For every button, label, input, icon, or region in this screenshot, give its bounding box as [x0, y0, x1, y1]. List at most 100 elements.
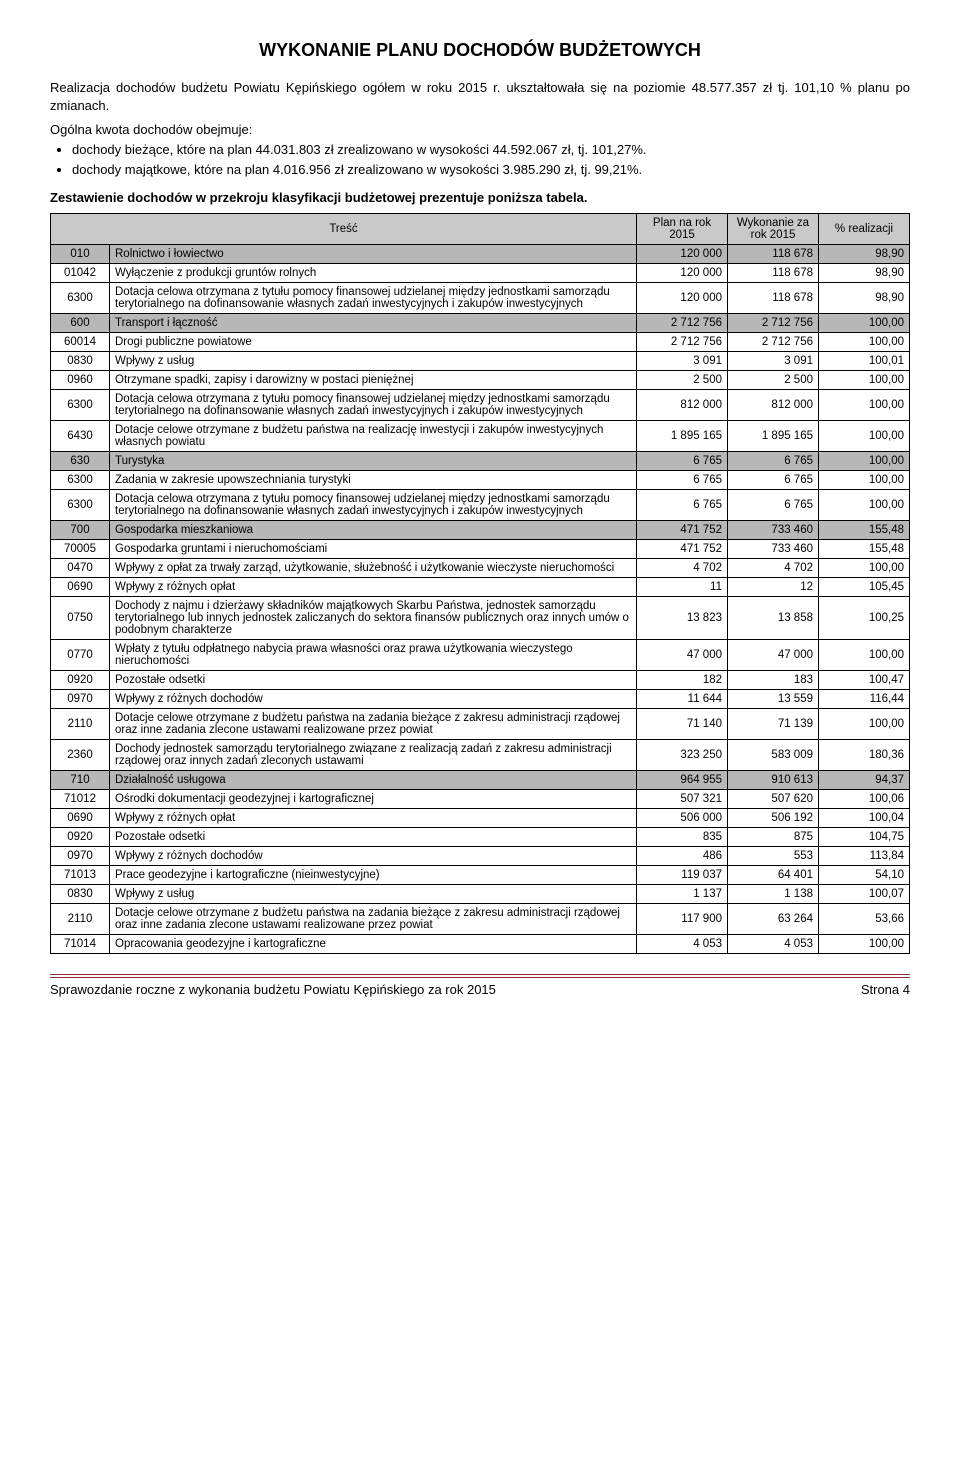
cell-code: 71012 [51, 790, 110, 809]
cell-pct: 105,45 [819, 578, 910, 597]
cell-desc: Zadania w zakresie upowszechniania turys… [110, 471, 637, 490]
cell-pct: 100,07 [819, 885, 910, 904]
cell-desc: Ośrodki dokumentacji geodezyjnej i karto… [110, 790, 637, 809]
table-row: 0830Wpływy z usług3 0913 091100,01 [51, 352, 910, 371]
cell-plan: 11 644 [637, 690, 728, 709]
cell-code: 2110 [51, 904, 110, 935]
cell-pct: 100,00 [819, 709, 910, 740]
cell-code: 630 [51, 452, 110, 471]
table-row: 0970Wpływy z różnych dochodów486553113,8… [51, 847, 910, 866]
cell-pct: 100,06 [819, 790, 910, 809]
cell-desc: Dotacje celowe otrzymane z budżetu państ… [110, 904, 637, 935]
cell-pct: 104,75 [819, 828, 910, 847]
cell-desc: Drogi publiczne powiatowe [110, 333, 637, 352]
cell-plan: 11 [637, 578, 728, 597]
cell-pct: 94,37 [819, 771, 910, 790]
cell-code: 0830 [51, 352, 110, 371]
cell-wyk: 47 000 [728, 640, 819, 671]
cell-desc: Rolnictwo i łowiectwo [110, 245, 637, 264]
budget-table: Treść Plan na rok 2015 Wykonanie za rok … [50, 213, 910, 954]
cell-pct: 100,00 [819, 390, 910, 421]
cell-code: 0690 [51, 578, 110, 597]
cell-pct: 100,00 [819, 421, 910, 452]
cell-plan: 119 037 [637, 866, 728, 885]
table-row: 710Działalność usługowa964 955910 61394,… [51, 771, 910, 790]
table-row: 0830Wpływy z usług1 1371 138100,07 [51, 885, 910, 904]
cell-code: 0470 [51, 559, 110, 578]
cell-pct: 155,48 [819, 521, 910, 540]
table-row: 0960Otrzymane spadki, zapisy i darowizny… [51, 371, 910, 390]
cell-desc: Wpływy z różnych opłat [110, 578, 637, 597]
cell-plan: 117 900 [637, 904, 728, 935]
cell-plan: 1 895 165 [637, 421, 728, 452]
cell-plan: 323 250 [637, 740, 728, 771]
cell-wyk: 183 [728, 671, 819, 690]
cell-wyk: 2 712 756 [728, 314, 819, 333]
table-row: 01042Wyłączenie z produkcji gruntów roln… [51, 264, 910, 283]
table-row: 0470Wpływy z opłat za trwały zarząd, uży… [51, 559, 910, 578]
cell-plan: 120 000 [637, 283, 728, 314]
cell-desc: Dotacje celowe otrzymane z budżetu państ… [110, 709, 637, 740]
table-row: 2110Dotacje celowe otrzymane z budżetu p… [51, 709, 910, 740]
cell-desc: Wpłaty z tytułu odpłatnego nabycia prawa… [110, 640, 637, 671]
table-row: 2360Dochody jednostek samorządu terytori… [51, 740, 910, 771]
cell-desc: Pozostałe odsetki [110, 671, 637, 690]
cell-pct: 98,90 [819, 245, 910, 264]
cell-plan: 471 752 [637, 540, 728, 559]
cell-pct: 100,00 [819, 371, 910, 390]
cell-plan: 71 140 [637, 709, 728, 740]
table-row: 0690Wpływy z różnych opłat506 000506 192… [51, 809, 910, 828]
cell-plan: 471 752 [637, 521, 728, 540]
cell-code: 0750 [51, 597, 110, 640]
cell-code: 0920 [51, 828, 110, 847]
cell-pct: 100,00 [819, 490, 910, 521]
cell-wyk: 6 765 [728, 471, 819, 490]
cell-code: 0830 [51, 885, 110, 904]
table-row: 60014Drogi publiczne powiatowe2 712 7562… [51, 333, 910, 352]
bullet-item: dochody majątkowe, które na plan 4.016.9… [72, 161, 910, 179]
table-row: 0920Pozostałe odsetki182183100,47 [51, 671, 910, 690]
cell-wyk: 875 [728, 828, 819, 847]
sub-intro: Ogólna kwota dochodów obejmuje: [50, 122, 910, 137]
cell-code: 2110 [51, 709, 110, 740]
table-row: 6300Dotacja celowa otrzymana z tytułu po… [51, 390, 910, 421]
cell-plan: 3 091 [637, 352, 728, 371]
th-tresc: Treść [51, 214, 637, 245]
cell-desc: Wpływy z różnych dochodów [110, 690, 637, 709]
cell-wyk: 64 401 [728, 866, 819, 885]
cell-code: 70005 [51, 540, 110, 559]
cell-pct: 53,66 [819, 904, 910, 935]
cell-code: 71013 [51, 866, 110, 885]
table-row: 6300Zadania w zakresie upowszechniania t… [51, 471, 910, 490]
table-row: 6300Dotacja celowa otrzymana z tytułu po… [51, 490, 910, 521]
th-pct: % realizacji [819, 214, 910, 245]
cell-plan: 4 702 [637, 559, 728, 578]
cell-desc: Gospodarka mieszkaniowa [110, 521, 637, 540]
cell-desc: Wpływy z różnych opłat [110, 809, 637, 828]
cell-code: 0970 [51, 847, 110, 866]
cell-plan: 2 500 [637, 371, 728, 390]
cell-wyk: 118 678 [728, 264, 819, 283]
page-title: WYKONANIE PLANU DOCHODÓW BUDŻETOWYCH [50, 40, 910, 61]
cell-code: 6300 [51, 490, 110, 521]
cell-desc: Wpływy z opłat za trwały zarząd, użytkow… [110, 559, 637, 578]
cell-wyk: 63 264 [728, 904, 819, 935]
cell-pct: 100,01 [819, 352, 910, 371]
cell-desc: Gospodarka gruntami i nieruchomościami [110, 540, 637, 559]
bullet-list: dochody bieżące, które na plan 44.031.80… [50, 141, 910, 178]
cell-desc: Transport i łączność [110, 314, 637, 333]
cell-wyk: 6 765 [728, 490, 819, 521]
table-row: 0770Wpłaty z tytułu odpłatnego nabycia p… [51, 640, 910, 671]
cell-desc: Wpływy z usług [110, 885, 637, 904]
cell-desc: Prace geodezyjne i kartograficzne (niein… [110, 866, 637, 885]
cell-plan: 182 [637, 671, 728, 690]
cell-pct: 155,48 [819, 540, 910, 559]
cell-pct: 113,84 [819, 847, 910, 866]
cell-wyk: 910 613 [728, 771, 819, 790]
th-wyk: Wykonanie za rok 2015 [728, 214, 819, 245]
table-row: 600Transport i łączność2 712 7562 712 75… [51, 314, 910, 333]
cell-desc: Dotacja celowa otrzymana z tytułu pomocy… [110, 390, 637, 421]
cell-pct: 116,44 [819, 690, 910, 709]
cell-pct: 98,90 [819, 283, 910, 314]
cell-code: 600 [51, 314, 110, 333]
